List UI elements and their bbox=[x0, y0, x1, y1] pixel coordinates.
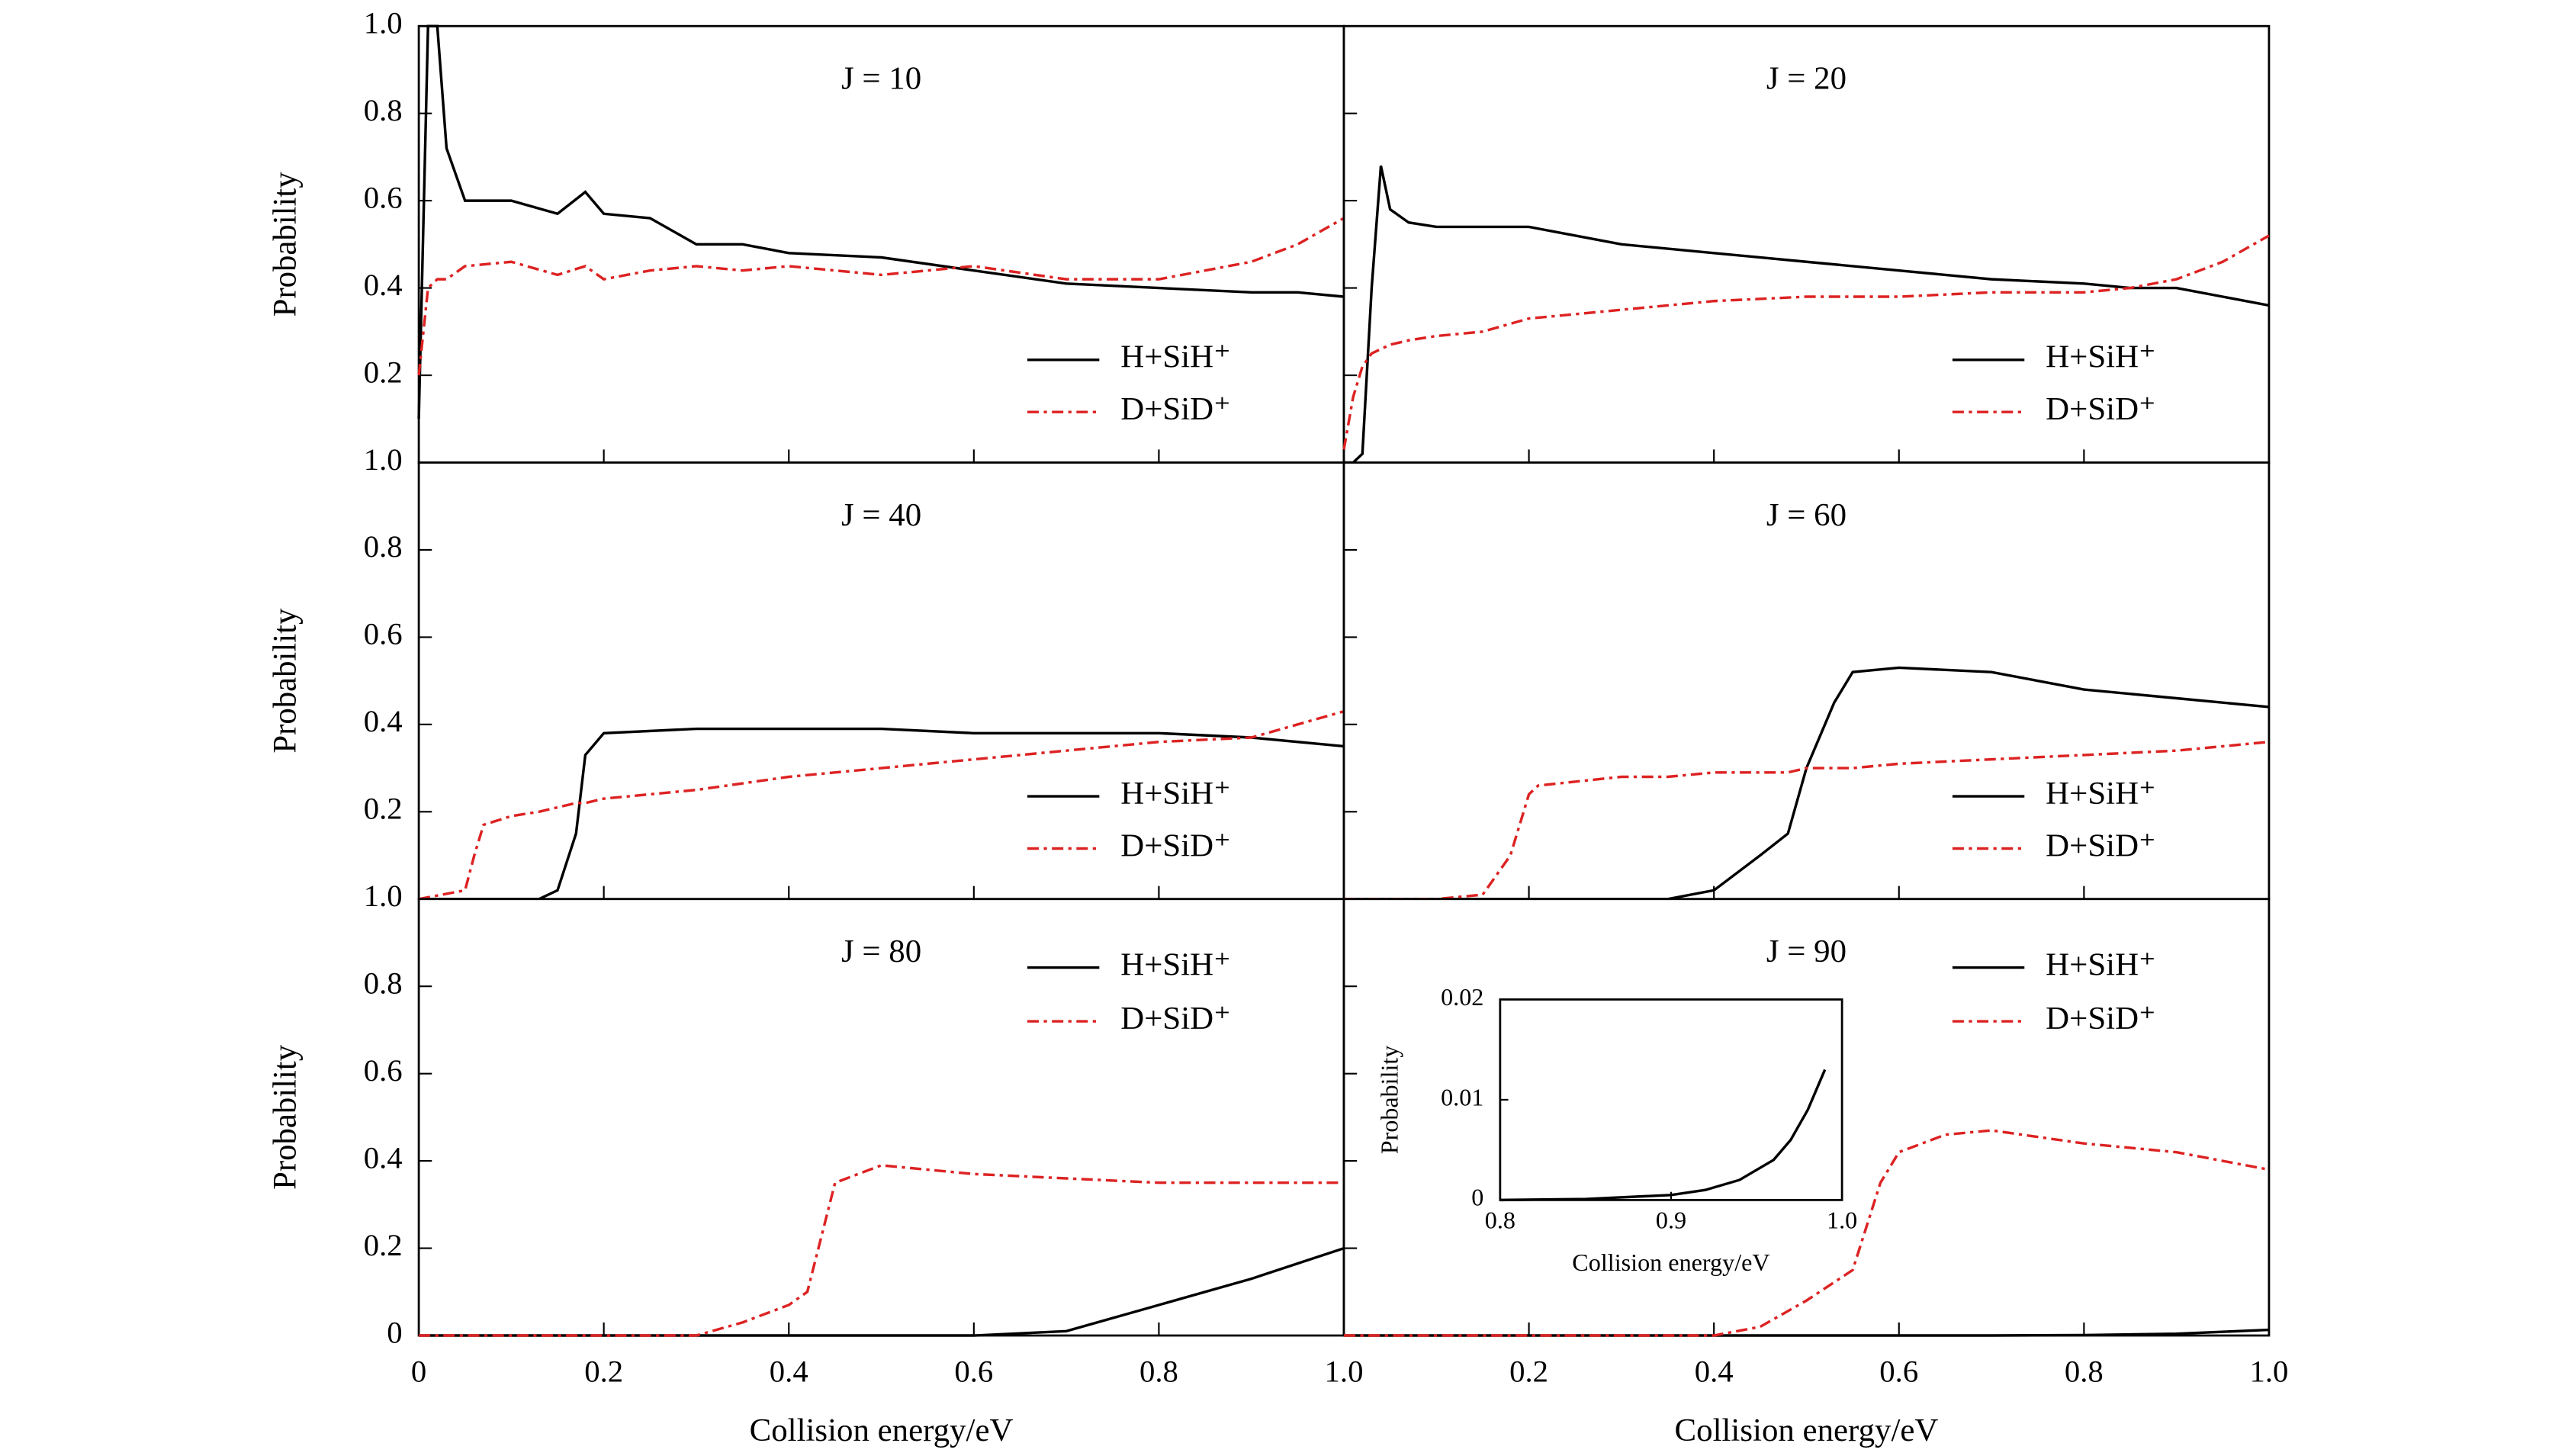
x-tick-label: 1.0 bbox=[1325, 1355, 1364, 1389]
series-line bbox=[1499, 1069, 1827, 1202]
x-tick-label: 1.0 bbox=[2249, 1355, 2288, 1389]
x-tick-label: 0.6 bbox=[954, 1355, 993, 1389]
plot-frame bbox=[1342, 24, 2271, 464]
legend-label: H+SiH⁺ bbox=[1120, 776, 1231, 812]
x-tick-label: 0.2 bbox=[584, 1355, 623, 1389]
series-line bbox=[419, 1164, 1345, 1337]
x-tick-label: 0.8 bbox=[2065, 1355, 2104, 1389]
legend-label: D+SiD⁺ bbox=[2046, 1001, 2156, 1037]
panel-label: J = 40 bbox=[841, 497, 921, 533]
y-axis-label: Probability bbox=[267, 1044, 303, 1190]
x-tick-label: 1.0 bbox=[1827, 1207, 1857, 1234]
y-tick-label: 0 bbox=[387, 1315, 402, 1349]
plot-frame bbox=[1342, 461, 2271, 901]
y-tick-label: 0.02 bbox=[1441, 983, 1483, 1011]
y-tick-label: 0.6 bbox=[364, 180, 403, 214]
panel-label: J = 90 bbox=[1766, 934, 1847, 969]
y-tick-label: 0.4 bbox=[364, 268, 403, 302]
y-tick-label: 0.6 bbox=[364, 617, 403, 651]
series-line bbox=[1344, 1328, 2270, 1337]
legend-label: D+SiD⁺ bbox=[2046, 828, 2156, 863]
legend-label: D+SiD⁺ bbox=[2046, 391, 2156, 427]
x-tick-label: 0.9 bbox=[1656, 1207, 1686, 1234]
x-tick-label: 0 bbox=[411, 1355, 426, 1389]
x-axis-label: Collision energy/eV bbox=[1675, 1413, 1939, 1448]
legend-label: H+SiH⁺ bbox=[1120, 947, 1231, 982]
y-tick-label: 0.8 bbox=[364, 93, 403, 127]
x-tick-label: 0.2 bbox=[1509, 1355, 1548, 1389]
series-line bbox=[1344, 741, 2270, 901]
legend-label: H+SiH⁺ bbox=[2046, 947, 2156, 982]
y-axis-label: Probability bbox=[267, 172, 303, 317]
plot-frame bbox=[417, 898, 1345, 1337]
y-tick-label: 0.2 bbox=[364, 1228, 403, 1262]
y-tick-label: 1.0 bbox=[364, 6, 403, 40]
x-axis-label: Collision energy/eV bbox=[1572, 1249, 1769, 1276]
series-line bbox=[419, 1246, 1345, 1337]
series-line bbox=[1344, 165, 2270, 464]
series-line bbox=[1342, 234, 2270, 450]
panel-label: J = 10 bbox=[841, 61, 921, 97]
x-tick-label: 0.8 bbox=[1139, 1355, 1178, 1389]
x-tick-label: 0.6 bbox=[1879, 1355, 1918, 1389]
panel-label: J = 20 bbox=[1766, 61, 1847, 97]
y-tick-label: 0.2 bbox=[364, 355, 403, 389]
legend-label: H+SiH⁺ bbox=[2046, 339, 2156, 375]
y-tick-label: 0.8 bbox=[364, 529, 403, 564]
x-tick-label: 0.8 bbox=[1485, 1207, 1515, 1234]
x-tick-label: 0.4 bbox=[770, 1355, 808, 1389]
x-tick-label: 0.4 bbox=[1695, 1355, 1734, 1389]
y-tick-label: 1.0 bbox=[364, 879, 403, 913]
series-line bbox=[1344, 1129, 2270, 1337]
legend-label: D+SiD⁺ bbox=[1120, 1001, 1231, 1037]
panel-label: J = 60 bbox=[1766, 497, 1847, 533]
y-tick-label: 0.8 bbox=[364, 966, 403, 1001]
legend-label: D+SiD⁺ bbox=[1120, 828, 1231, 863]
legend-label: H+SiH⁺ bbox=[1120, 339, 1231, 375]
y-tick-label: 1.0 bbox=[364, 442, 403, 477]
y-tick-label: 0.2 bbox=[364, 792, 403, 826]
y-tick-label: 0.01 bbox=[1441, 1083, 1483, 1110]
y-axis-label: Probability bbox=[267, 608, 303, 754]
x-axis-label: Collision energy/eV bbox=[750, 1413, 1014, 1448]
series-line bbox=[417, 24, 1345, 419]
panel-label: J = 80 bbox=[841, 934, 921, 969]
plot-frame bbox=[1499, 998, 1843, 1201]
series-line bbox=[418, 710, 1345, 901]
legend-label: D+SiD⁺ bbox=[1120, 391, 1231, 427]
y-tick-label: 0 bbox=[1471, 1184, 1483, 1211]
y-tick-label: 0.4 bbox=[364, 704, 403, 738]
plot-frame bbox=[417, 461, 1345, 901]
y-axis-label: Probability bbox=[1376, 1046, 1403, 1154]
y-tick-label: 0.6 bbox=[364, 1053, 403, 1088]
y-tick-label: 0.4 bbox=[364, 1140, 403, 1175]
series-line bbox=[417, 217, 1345, 376]
legend-label: H+SiH⁺ bbox=[2046, 776, 2156, 812]
